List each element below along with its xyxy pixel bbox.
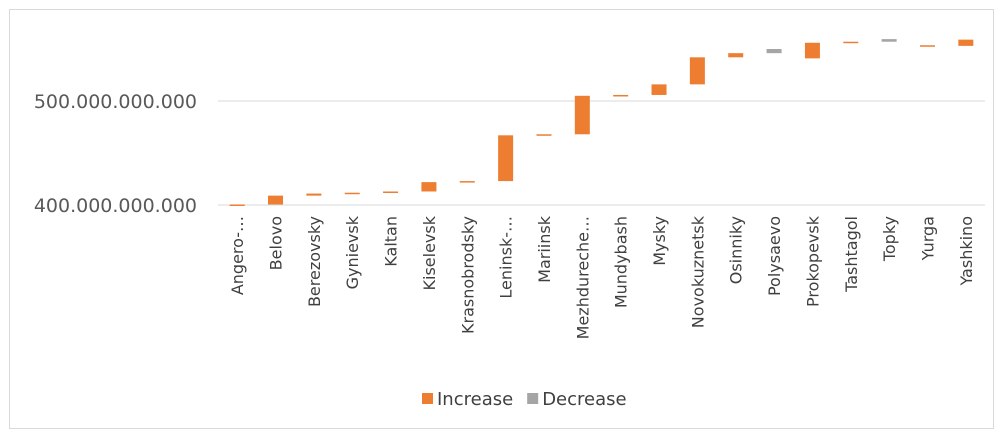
y-tick-label: 400.000.000.000 — [34, 195, 197, 217]
decrease-legend-label: Decrease — [542, 389, 626, 410]
increase-bar — [306, 193, 322, 196]
category-label: Yurga — [918, 216, 937, 261]
increase-bar — [574, 95, 590, 135]
increase-bar — [229, 204, 245, 206]
increase-bar — [459, 181, 475, 183]
increase-bar — [536, 134, 552, 136]
increase-bar — [958, 39, 974, 46]
legend: Increase Decrease — [422, 389, 627, 410]
category-label: Belovo — [267, 216, 286, 270]
increase-bar — [421, 182, 437, 192]
x-axis-category-labels: Angero-… Belovo Berezovsky Gynievsk Kaltan Ki… — [228, 215, 976, 339]
increase-legend-label: Increase — [437, 389, 513, 410]
decrease-bar — [766, 49, 782, 54]
increase-bar — [344, 192, 360, 195]
category-label: Tashtagol — [842, 216, 861, 293]
increase-bar — [919, 45, 935, 47]
category-label: Mezhdureche… — [573, 216, 592, 339]
category-label: Polysaevo — [765, 216, 784, 296]
category-label: Topky — [880, 216, 899, 262]
increase-bar — [613, 94, 629, 97]
category-label: Leninsk-… — [497, 216, 516, 299]
increase-legend-swatch — [422, 393, 433, 404]
decrease-bar — [881, 39, 897, 42]
category-label: Krasnobrodsky — [458, 216, 477, 334]
category-label: Gynievsk — [343, 215, 362, 289]
category-label: Kaltan — [382, 216, 401, 267]
y-axis-tick-labels: 400.000.000.000 500.000.000.000 — [34, 91, 197, 217]
category-label: Berezovsky — [305, 216, 324, 307]
category-label: Angero-… — [228, 216, 247, 295]
decrease-legend-swatch — [527, 393, 539, 404]
category-label: Osinniky — [727, 216, 746, 284]
increase-bar — [728, 53, 744, 58]
increase-bar — [689, 57, 705, 85]
category-label: Kiselevsk — [420, 215, 439, 290]
bars — [229, 39, 974, 206]
category-label: Mundybash — [612, 216, 631, 308]
category-label: Novokuznetsk — [688, 215, 707, 328]
increase-bar — [843, 41, 859, 44]
category-label: Mysky — [650, 216, 669, 266]
increase-bar — [804, 42, 820, 59]
category-label: Mariinsk — [535, 215, 554, 283]
increase-bar — [383, 191, 399, 193]
y-tick-label: 500.000.000.000 — [34, 91, 197, 113]
increase-bar — [651, 84, 667, 95]
category-label: Yashkino — [957, 216, 976, 287]
increase-bar — [498, 135, 514, 182]
category-label: Prokopevsk — [803, 215, 822, 307]
gridlines — [218, 100, 985, 206]
chart-area: 400.000.000.000 500.000.000.000 Angero-… B… — [9, 9, 994, 429]
waterfall-chart: 400.000.000.000 500.000.000.000 Angero-… B… — [34, 39, 985, 410]
increase-bar — [268, 195, 284, 205]
